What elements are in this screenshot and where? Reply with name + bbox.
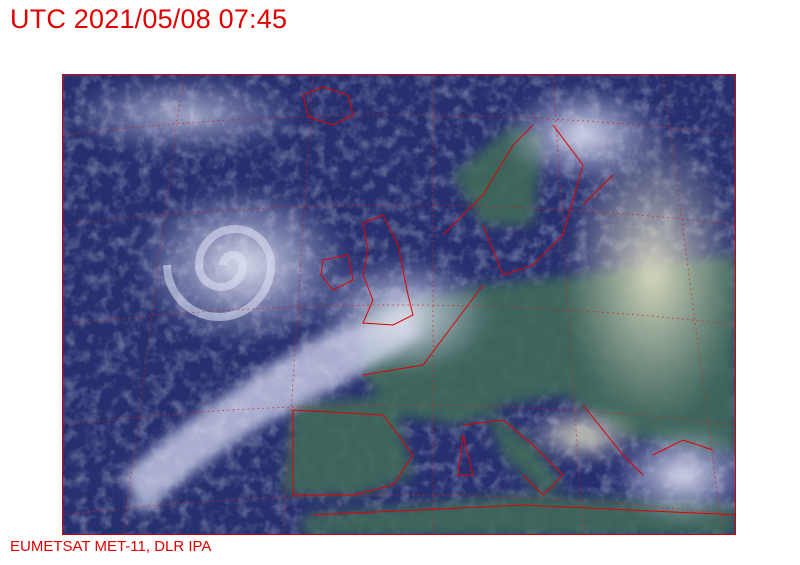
image-credit: EUMETSAT MET-11, DLR IPA: [10, 538, 212, 555]
satellite-image: [62, 74, 736, 535]
satellite-map: [63, 75, 735, 534]
timestamp-title: UTC 2021/05/08 07:45: [10, 4, 288, 34]
